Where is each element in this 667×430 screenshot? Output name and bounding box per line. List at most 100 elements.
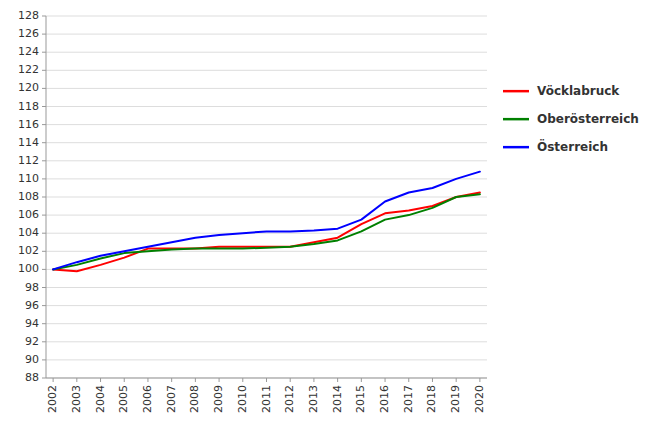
x-tick-label: 2003 bbox=[70, 385, 83, 413]
x-tick bbox=[219, 378, 220, 382]
legend-swatch bbox=[503, 90, 529, 93]
x-tick bbox=[456, 378, 457, 382]
y-tick bbox=[42, 106, 46, 107]
x-tick-label: 2016 bbox=[378, 385, 391, 413]
y-tick bbox=[42, 323, 46, 324]
y-tick bbox=[42, 378, 46, 379]
grid-line bbox=[46, 70, 487, 71]
x-tick-label: 2017 bbox=[402, 385, 415, 413]
y-tick bbox=[42, 124, 46, 125]
x-tick bbox=[385, 378, 386, 382]
x-tick bbox=[313, 378, 314, 382]
grid-line bbox=[46, 341, 487, 342]
x-tick bbox=[171, 378, 172, 382]
y-tick-label: 114 bbox=[18, 136, 39, 149]
x-tick bbox=[242, 378, 243, 382]
y-tick-label: 110 bbox=[18, 172, 39, 185]
x-tick-label: 2010 bbox=[236, 385, 249, 413]
grid-line bbox=[46, 142, 487, 143]
x-tick-label: 2002 bbox=[46, 385, 59, 413]
legend-label: Österreich bbox=[537, 139, 608, 154]
y-tick bbox=[42, 269, 46, 270]
grid-line bbox=[46, 359, 487, 360]
y-tick bbox=[42, 70, 46, 71]
y-tick bbox=[42, 287, 46, 288]
y-tick-label: 94 bbox=[25, 317, 39, 330]
x-tick bbox=[266, 378, 267, 382]
y-tick bbox=[42, 160, 46, 161]
grid-line bbox=[46, 305, 487, 306]
x-tick-label: 2007 bbox=[165, 385, 178, 413]
x-tick bbox=[337, 378, 338, 382]
y-tick-label: 124 bbox=[18, 45, 39, 58]
x-tick-label: 2004 bbox=[94, 385, 107, 413]
chart-container: 8890929496981001021041061081101121141161… bbox=[0, 0, 667, 430]
grid-line bbox=[46, 287, 487, 288]
grid-line bbox=[46, 197, 487, 198]
y-axis: 8890929496981001021041061081101121141161… bbox=[18, 9, 46, 384]
x-tick bbox=[195, 378, 196, 382]
y-tick-label: 126 bbox=[18, 27, 39, 40]
grid-line bbox=[46, 215, 487, 216]
y-tick-label: 102 bbox=[18, 244, 39, 257]
y-tick bbox=[42, 305, 46, 306]
grid-line bbox=[46, 34, 487, 35]
y-tick bbox=[42, 142, 46, 143]
x-tick-label: 2005 bbox=[117, 385, 130, 413]
grid-line bbox=[46, 124, 487, 125]
y-tick-label: 122 bbox=[18, 63, 39, 76]
legend-swatch bbox=[503, 118, 529, 121]
y-tick bbox=[42, 359, 46, 360]
x-tick-label: 2018 bbox=[425, 385, 438, 413]
y-tick-label: 116 bbox=[18, 118, 39, 131]
x-tick bbox=[147, 378, 148, 382]
x-tick bbox=[479, 378, 480, 382]
x-tick-label: 2020 bbox=[473, 385, 486, 413]
x-tick bbox=[290, 378, 291, 382]
y-tick bbox=[42, 233, 46, 234]
y-tick bbox=[42, 88, 46, 89]
y-tick bbox=[42, 197, 46, 198]
x-tick-label: 2009 bbox=[212, 385, 225, 413]
grid-line bbox=[46, 88, 487, 89]
y-tick bbox=[42, 215, 46, 216]
y-tick bbox=[42, 52, 46, 53]
legend: VöcklabruckOberösterreichÖsterreich bbox=[503, 84, 639, 154]
grid-line bbox=[46, 178, 487, 179]
y-tick-label: 120 bbox=[18, 81, 39, 94]
y-tick bbox=[42, 16, 46, 17]
x-axis-line bbox=[46, 378, 487, 379]
y-tick-label: 90 bbox=[25, 353, 39, 366]
series-line bbox=[53, 172, 480, 270]
y-tick-label: 104 bbox=[18, 226, 39, 239]
y-tick bbox=[42, 341, 46, 342]
x-tick bbox=[432, 378, 433, 382]
x-tick bbox=[100, 378, 101, 382]
grid-line bbox=[46, 106, 487, 107]
x-tick bbox=[408, 378, 409, 382]
x-tick-label: 2012 bbox=[283, 385, 296, 413]
x-tick-label: 2015 bbox=[354, 385, 367, 413]
y-tick-label: 96 bbox=[25, 299, 39, 312]
y-tick-label: 98 bbox=[25, 281, 39, 294]
y-tick-label: 112 bbox=[18, 154, 39, 167]
y-tick-label: 88 bbox=[25, 371, 39, 384]
y-tick-label: 118 bbox=[18, 100, 39, 113]
x-tick-label: 2019 bbox=[449, 385, 462, 413]
grid-line bbox=[46, 233, 487, 234]
legend-label: Vöcklabruck bbox=[537, 84, 620, 98]
y-tick-label: 92 bbox=[25, 335, 39, 348]
grid-line bbox=[46, 160, 487, 161]
grid-line bbox=[46, 16, 487, 17]
y-tick bbox=[42, 178, 46, 179]
chart-svg: 8890929496981001021041061081101121141161… bbox=[0, 0, 667, 430]
grid-line bbox=[46, 52, 487, 53]
y-axis-line bbox=[46, 16, 47, 378]
grid-line bbox=[46, 323, 487, 324]
legend-swatch bbox=[503, 146, 529, 149]
x-tick bbox=[76, 378, 77, 382]
y-tick bbox=[42, 251, 46, 252]
grid bbox=[46, 16, 487, 378]
grid-line bbox=[46, 378, 487, 379]
y-tick-label: 108 bbox=[18, 190, 39, 203]
